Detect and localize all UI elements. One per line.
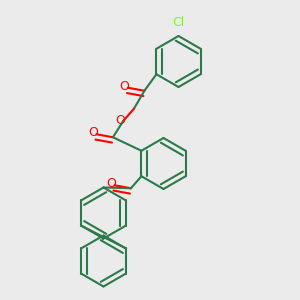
Text: O: O — [88, 126, 98, 139]
Text: O: O — [106, 177, 116, 190]
Text: O: O — [119, 80, 129, 93]
Text: Cl: Cl — [172, 16, 184, 28]
Text: O: O — [116, 114, 125, 127]
